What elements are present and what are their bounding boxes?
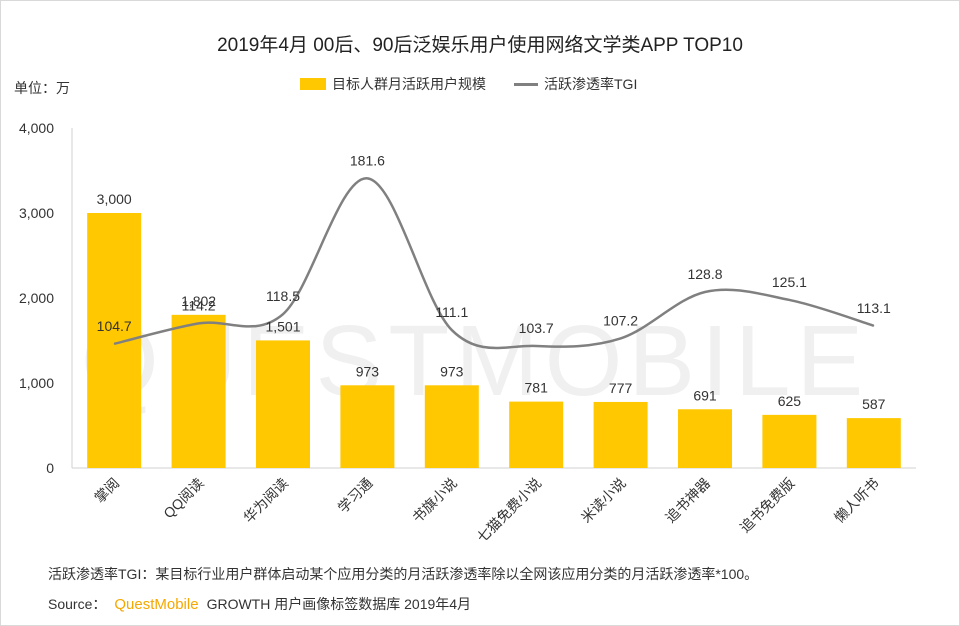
tgi-point <box>282 313 284 315</box>
bar-value-label: 1,802 <box>181 293 216 309</box>
x-tick-label: 书旗小说 <box>409 475 460 526</box>
tgi-point <box>366 177 368 179</box>
bar <box>340 385 395 468</box>
tgi-point <box>535 345 537 347</box>
y-tick-label: 2,000 <box>19 290 54 306</box>
x-tick-label: 追书神器 <box>662 475 713 526</box>
bar-value-label: 973 <box>356 363 380 379</box>
bar <box>846 418 901 468</box>
tgi-point <box>451 329 453 331</box>
bar-value-label: 3,000 <box>97 191 132 207</box>
bar <box>87 213 142 468</box>
source-text: GROWTH 用户画像标签数据库 2019年4月 <box>206 596 472 612</box>
tgi-point <box>873 325 875 327</box>
x-tick-label: 学习通 <box>335 475 376 516</box>
tgi-line <box>113 177 875 350</box>
bar-value-label: 777 <box>609 380 633 396</box>
tgi-value-label: 113.1 <box>857 300 891 316</box>
bar <box>171 314 226 468</box>
x-tick-label: QQ阅读 <box>160 475 207 522</box>
brand-logo-text: QuestMobile <box>114 596 199 613</box>
bar <box>762 414 817 468</box>
tgi-line-layer <box>113 177 875 350</box>
source-label: Source： <box>48 596 107 612</box>
tgi-value-label: 104.7 <box>97 318 132 334</box>
y-tick-label: 0 <box>46 460 54 476</box>
tgi-value-label: 181.6 <box>350 152 385 168</box>
tgi-point <box>198 322 200 324</box>
bar-value-label: 691 <box>693 387 717 403</box>
tgi-value-label: 125.1 <box>772 274 807 290</box>
bar <box>678 409 732 468</box>
bar <box>509 401 564 468</box>
bar <box>593 401 648 468</box>
bar-value-label: 1,501 <box>265 318 300 334</box>
footnote: 活跃渗透率TGI：某目标行业用户群体启动某个应用分类的月活跃渗透率除以全网该应用… <box>48 566 759 582</box>
chart-title: 2019年4月 00后、90后泛娱乐用户使用网络文学类APP TOP10 <box>217 35 743 56</box>
bar-value-label: 973 <box>440 363 464 379</box>
tgi-point <box>113 343 115 345</box>
tgi-value-label: 111.1 <box>435 304 468 320</box>
x-tick-label: 华为阅读 <box>240 475 291 526</box>
y-tick-label: 4,000 <box>19 120 54 136</box>
bar-value-label: 781 <box>525 380 549 396</box>
x-tick-label: 掌阅 <box>91 475 122 506</box>
tgi-point <box>704 291 706 293</box>
legend-label-bar: 目标人群月活跃用户规模 <box>332 76 486 92</box>
x-tick-label: 追书免费版 <box>737 475 798 536</box>
y-tick-label: 3,000 <box>19 205 54 221</box>
legend-swatch-bar <box>300 78 326 90</box>
bar <box>424 385 479 468</box>
legend-item-line: 活跃渗透率TGI <box>514 74 637 94</box>
tgi-point <box>788 299 790 301</box>
tgi-value-label: 107.2 <box>603 312 638 328</box>
legend: 目标人群月活跃用户规模 活跃渗透率TGI <box>300 74 637 94</box>
unit-label: 单位：万 <box>14 80 70 96</box>
tgi-value-label: 103.7 <box>519 320 554 336</box>
legend-item-bar: 目标人群月活跃用户规模 <box>300 74 486 94</box>
legend-swatch-line <box>514 82 538 86</box>
tgi-value-label: 114.2 <box>182 297 216 313</box>
bar-value-label: 587 <box>862 396 886 412</box>
x-tick-label: 米读小说 <box>578 475 629 526</box>
tgi-value-label: 118.5 <box>266 288 300 304</box>
bars <box>87 213 901 468</box>
x-tick-label: 懒人听书 <box>831 475 882 526</box>
tgi-point <box>620 337 622 339</box>
tgi-value-label: 128.8 <box>687 266 722 282</box>
x-tick-label: 七猫免费小说 <box>474 475 545 546</box>
legend-label-line: 活跃渗透率TGI <box>544 76 638 92</box>
source-line: Source： QuestMobile GROWTH 用户画像标签数据库 201… <box>48 594 471 614</box>
y-tick-label: 1,000 <box>19 375 54 391</box>
bar <box>256 340 310 468</box>
bar-value-label: 625 <box>778 393 802 409</box>
